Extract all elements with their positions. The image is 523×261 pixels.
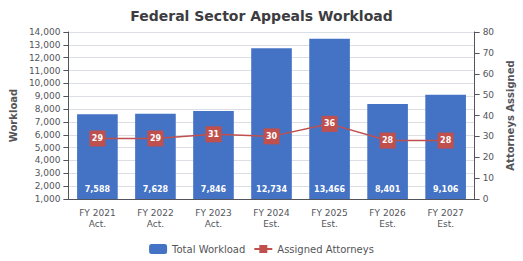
svg-text:8,401: 8,401 xyxy=(375,185,401,194)
svg-text:28: 28 xyxy=(440,136,452,145)
svg-text:70: 70 xyxy=(483,48,495,58)
svg-text:12,000: 12,000 xyxy=(29,53,61,63)
svg-text:7,628: 7,628 xyxy=(143,185,169,194)
svg-text:Attorneys Assigned: Attorneys Assigned xyxy=(505,60,516,170)
svg-text:FY 2021: FY 2021 xyxy=(79,208,115,218)
svg-text:50: 50 xyxy=(483,90,495,100)
svg-text:12,734: 12,734 xyxy=(256,185,287,194)
svg-text:6,000: 6,000 xyxy=(35,130,61,140)
svg-text:13,466: 13,466 xyxy=(314,185,345,194)
svg-text:Act.: Act. xyxy=(89,219,106,229)
svg-text:20: 20 xyxy=(483,152,495,162)
svg-text:30: 30 xyxy=(266,132,278,141)
svg-text:Act.: Act. xyxy=(205,219,222,229)
svg-text:FY 2023: FY 2023 xyxy=(195,208,231,218)
svg-text:Est.: Est. xyxy=(321,219,338,229)
svg-text:13,000: 13,000 xyxy=(29,40,61,50)
svg-text:Est.: Est. xyxy=(263,219,280,229)
svg-text:31: 31 xyxy=(208,130,220,139)
svg-text:10,000: 10,000 xyxy=(29,78,61,88)
svg-text:60: 60 xyxy=(483,69,495,79)
svg-text:FY 2022: FY 2022 xyxy=(137,208,173,218)
svg-text:29: 29 xyxy=(92,134,104,143)
svg-text:7,000: 7,000 xyxy=(35,117,61,127)
svg-text:5,000: 5,000 xyxy=(35,143,61,153)
svg-text:Est.: Est. xyxy=(437,219,454,229)
svg-text:Assigned Attorneys: Assigned Attorneys xyxy=(277,244,374,255)
svg-text:40: 40 xyxy=(483,111,495,121)
svg-text:80: 80 xyxy=(483,27,495,37)
svg-text:9,106: 9,106 xyxy=(433,185,459,194)
svg-text:4,000: 4,000 xyxy=(35,155,61,165)
svg-text:7,846: 7,846 xyxy=(201,185,227,194)
svg-text:8,000: 8,000 xyxy=(35,104,61,114)
svg-text:FY 2026: FY 2026 xyxy=(369,208,406,218)
svg-text:0: 0 xyxy=(483,194,489,204)
svg-text:Total Workload: Total Workload xyxy=(171,244,245,255)
svg-text:2,000: 2,000 xyxy=(35,181,61,191)
svg-text:36: 36 xyxy=(324,119,336,128)
svg-text:Est.: Est. xyxy=(379,219,396,229)
svg-text:3,000: 3,000 xyxy=(35,168,61,178)
svg-text:Federal Sector Appeals Workloa: Federal Sector Appeals Workload xyxy=(130,8,393,24)
svg-text:9,000: 9,000 xyxy=(35,91,61,101)
svg-text:14,000: 14,000 xyxy=(29,27,61,37)
svg-text:28: 28 xyxy=(382,136,394,145)
svg-text:1,000: 1,000 xyxy=(35,194,61,204)
svg-text:Workload: Workload xyxy=(8,89,19,142)
svg-text:29: 29 xyxy=(150,134,162,143)
svg-text:11,000: 11,000 xyxy=(29,66,61,76)
svg-text:FY 2025: FY 2025 xyxy=(311,208,347,218)
svg-text:7,588: 7,588 xyxy=(85,185,111,194)
svg-text:FY 2027: FY 2027 xyxy=(427,208,463,218)
svg-text:Act.: Act. xyxy=(147,219,164,229)
svg-text:30: 30 xyxy=(483,131,495,141)
svg-text:FY 2024: FY 2024 xyxy=(253,208,290,218)
svg-text:10: 10 xyxy=(483,173,495,183)
